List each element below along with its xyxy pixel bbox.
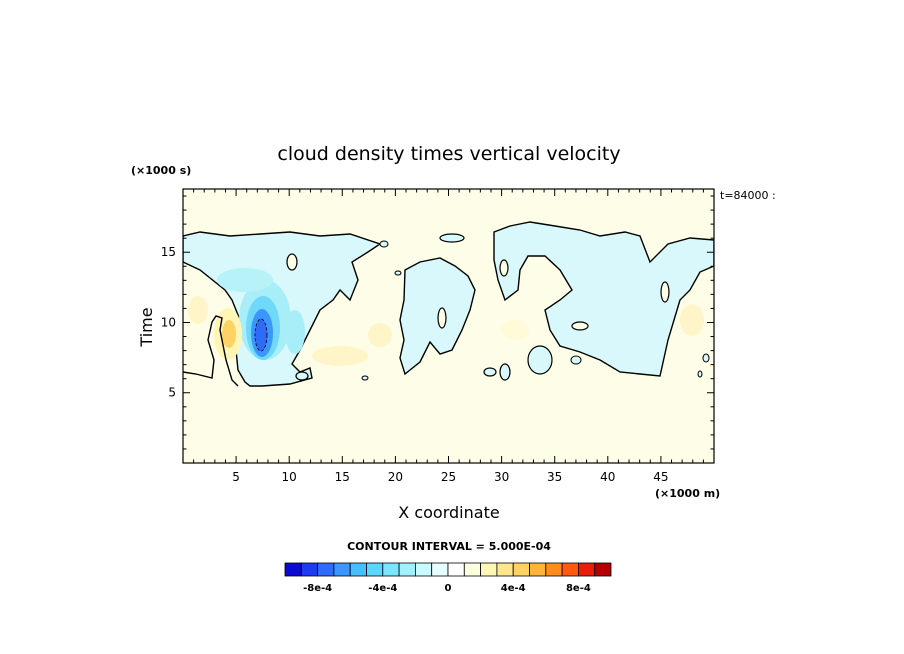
x-tick-label: 40 — [600, 470, 615, 484]
colorbar-swatch — [594, 562, 612, 577]
contour-left-arc — [183, 315, 239, 387]
colorbar — [284, 562, 612, 577]
y-tick-labels: 5 10 15 — [161, 245, 176, 400]
neg-side-1 — [285, 310, 305, 354]
colorbar-label: -4e-4 — [368, 583, 397, 594]
x-tick-label: 25 — [441, 470, 456, 484]
y-tick-label: 15 — [161, 245, 176, 259]
x-tick-label: 5 — [232, 470, 240, 484]
colorbar-swatch — [480, 562, 498, 577]
blob-7 — [483, 367, 497, 377]
blob-16 — [660, 281, 670, 303]
blob-12 — [702, 353, 710, 363]
time-label: t=84000 : — [720, 189, 776, 202]
y-axis-label: Time — [137, 307, 156, 347]
x-tick-label: 35 — [547, 470, 562, 484]
pos-core-2 — [222, 320, 236, 348]
colorbar-swatch — [333, 562, 351, 577]
x-tick-labels: 5 10 15 20 25 30 35 40 45 — [232, 470, 668, 484]
blob-5 — [439, 233, 465, 243]
x-tick-label: 30 — [494, 470, 509, 484]
chart-title: cloud density times vertical velocity — [277, 143, 620, 165]
blob-11 — [499, 259, 509, 277]
blob-13 — [697, 370, 703, 378]
colorbar-swatch — [398, 562, 416, 577]
blob-6 — [394, 270, 402, 276]
colorbar-swatch — [561, 562, 579, 577]
colorbar-swatch — [578, 562, 596, 577]
blob-4 — [379, 240, 389, 248]
y-unit-label: (×1000 s) — [131, 164, 191, 177]
colorbar-swatch — [463, 562, 481, 577]
x-tick-label: 15 — [335, 470, 350, 484]
colorbar-swatch — [512, 562, 530, 577]
pos-patch-3 — [368, 323, 392, 347]
pos-patch-2 — [312, 346, 368, 366]
colorbar-swatch — [496, 562, 514, 577]
field-layer — [183, 221, 714, 387]
x-unit-label: (×1000 m) — [655, 487, 720, 500]
blob-2 — [295, 371, 309, 381]
blob-15 — [571, 321, 589, 331]
colorbar-swatch — [529, 562, 547, 577]
colorbar-swatch — [349, 562, 367, 577]
pos-patch-4 — [680, 304, 704, 336]
y-tick-label: 10 — [161, 315, 176, 329]
colorbar-label: -8e-4 — [303, 583, 332, 594]
neg-core-4 — [254, 318, 268, 352]
blob-9 — [527, 345, 553, 375]
colorbar-label: 0 — [445, 583, 452, 594]
blob-1 — [286, 253, 298, 271]
colorbar-swatch — [382, 562, 400, 577]
x-tick-label: 20 — [388, 470, 403, 484]
colorbar-swatch — [366, 562, 384, 577]
colorbar-swatch — [317, 562, 335, 577]
contour-interval-label: CONTOUR INTERVAL = 5.000E-04 — [347, 540, 551, 553]
colorbar-label: 8e-4 — [566, 583, 591, 594]
colorbar-swatch — [447, 562, 465, 577]
colorbar-swatch — [431, 562, 449, 577]
colorbar-swatch — [300, 562, 318, 577]
colorbar-swatch — [545, 562, 563, 577]
y-tick-label: 5 — [168, 386, 176, 400]
blob-14 — [437, 307, 447, 329]
pos-patch-5 — [501, 320, 529, 340]
neg-side-2 — [217, 268, 273, 292]
colorbar-labels: -8e-4 -4e-4 0 4e-4 8e-4 — [303, 583, 591, 594]
blob-3 — [361, 375, 369, 381]
x-tick-label: 45 — [653, 470, 668, 484]
colorbar-label: 4e-4 — [501, 583, 526, 594]
axis-ticks — [183, 189, 714, 463]
pos-patch-1 — [188, 296, 208, 324]
colorbar-swatch — [284, 562, 302, 577]
negative-region-east — [493, 221, 714, 377]
blob-8 — [499, 363, 511, 381]
x-tick-label: 10 — [282, 470, 297, 484]
x-axis-label: X coordinate — [398, 503, 499, 522]
blob-10 — [570, 355, 582, 365]
colorbar-swatch — [414, 562, 433, 577]
